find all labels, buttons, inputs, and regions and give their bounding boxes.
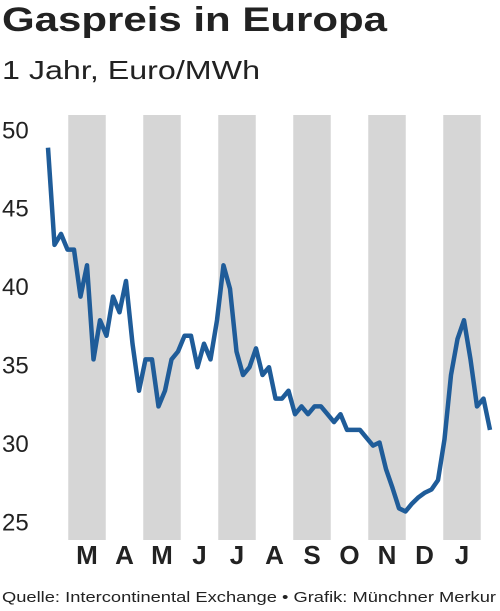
chart-title: Gaspreis in Europa xyxy=(2,1,388,39)
y-tick-label: 25 xyxy=(2,509,29,536)
x-tick-label: N xyxy=(378,540,397,570)
y-tick-label: 45 xyxy=(2,196,29,223)
x-tick-label: J xyxy=(230,540,244,570)
x-tick-label: D xyxy=(415,540,434,570)
month-band xyxy=(218,115,256,540)
month-band xyxy=(293,115,331,540)
x-tick-label: J xyxy=(455,540,469,570)
y-tick-label: 50 xyxy=(2,117,29,144)
x-tick-label: M xyxy=(151,540,173,570)
y-tick-label: 40 xyxy=(2,274,29,301)
y-tick-label: 35 xyxy=(2,353,29,380)
source-note: Quelle: Intercontinental Exchange • Graf… xyxy=(2,589,496,606)
price-line xyxy=(45,147,493,514)
y-tick-label: 30 xyxy=(2,431,29,458)
x-tick-label: O xyxy=(339,540,359,570)
x-tick-label: S xyxy=(303,540,320,570)
x-tick-label: M xyxy=(76,540,98,570)
chart-subtitle: 1 Jahr, Euro/MWh xyxy=(2,55,260,85)
x-tick-label: A xyxy=(115,540,134,570)
x-tick-label: J xyxy=(192,540,206,570)
month-band xyxy=(143,115,181,540)
x-tick-label: A xyxy=(265,540,284,570)
